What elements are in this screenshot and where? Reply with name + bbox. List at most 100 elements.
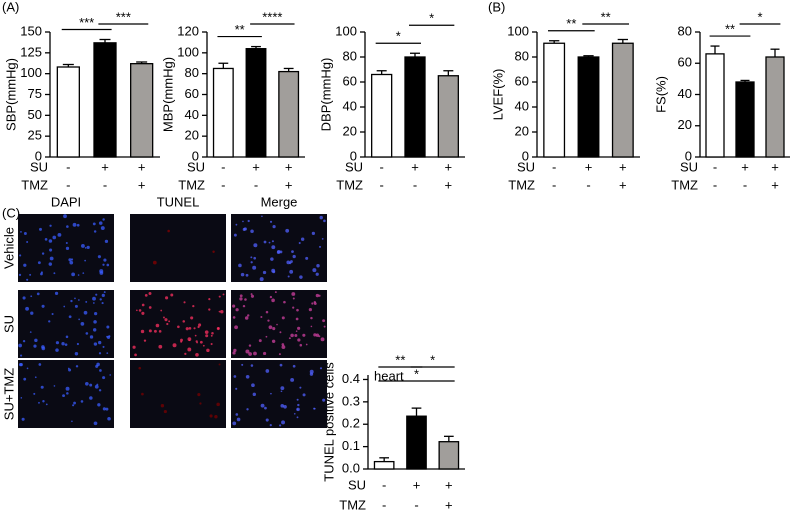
- bar: [705, 53, 725, 158]
- cell-spot: [98, 340, 102, 345]
- x-row-label: -: [103, 177, 107, 192]
- cell-spot: [285, 228, 290, 233]
- image-row-label: Vehicle: [1, 227, 16, 269]
- cell-spot: [323, 219, 326, 223]
- cell-spot: [26, 367, 29, 370]
- cell-spot: [233, 348, 237, 353]
- cell-spot: [252, 265, 257, 270]
- cell-spot: [298, 242, 301, 245]
- y-axis-label: SBP(mmHg): [3, 58, 18, 131]
- cell-spot: [39, 227, 42, 231]
- cell-spot: [68, 315, 72, 319]
- cell-spot: [74, 304, 78, 308]
- x-row-label: +: [252, 159, 260, 174]
- cell-spot: [206, 348, 210, 353]
- cell-spot: [281, 420, 286, 425]
- cell-spot: [26, 241, 29, 244]
- cell-spot: [101, 293, 105, 298]
- x-row-label: -: [743, 177, 747, 192]
- cell-spot: [85, 332, 89, 335]
- cell-spot: [253, 243, 258, 248]
- x-row-label: -: [382, 477, 386, 492]
- bar: [577, 56, 600, 158]
- cell-spot: [258, 339, 262, 343]
- micrograph: [18, 290, 114, 358]
- bar: [735, 81, 755, 158]
- cell-spot: [290, 378, 295, 382]
- y-tick-label: 100: [20, 65, 42, 80]
- cell-spot: [183, 301, 186, 304]
- cell-spot: [311, 231, 316, 235]
- cell-spot: [302, 393, 306, 397]
- cell-spot: [96, 383, 99, 386]
- x-row-label: +: [285, 177, 293, 192]
- cell-spot: [313, 333, 317, 337]
- cell-spot: [322, 319, 326, 323]
- cell-spot: [48, 262, 53, 266]
- cell-spot: [163, 409, 167, 414]
- y-tick-label: 80: [343, 48, 357, 63]
- cell-spot: [55, 341, 60, 345]
- cell-spot: [218, 310, 221, 313]
- cell-spot: [262, 270, 267, 275]
- cell-spot: [84, 259, 86, 262]
- cell-spot: [299, 343, 303, 347]
- x-row-name: TMZ: [508, 177, 535, 192]
- cell-spot: [141, 392, 144, 396]
- y-tick-label: 20: [678, 117, 692, 132]
- cell-spot: [78, 299, 80, 301]
- cell-spot: [23, 377, 27, 381]
- cell-spot: [259, 277, 264, 282]
- cell-spot: [53, 272, 56, 275]
- cell-spot: [148, 329, 152, 333]
- cell-spot: [270, 257, 274, 261]
- y-tick-label: 75: [28, 86, 42, 101]
- cell-spot: [19, 254, 22, 257]
- cell-spot: [164, 318, 168, 322]
- cell-spot: [296, 398, 299, 401]
- cell-spot: [71, 420, 73, 423]
- cell-spot: [291, 292, 296, 296]
- cell-spot: [85, 300, 88, 303]
- x-row-label: -: [713, 177, 717, 192]
- cell-spot: [218, 363, 221, 366]
- cell-spot: [290, 333, 294, 338]
- cell-spot: [210, 334, 213, 337]
- cell-spot: [141, 311, 145, 315]
- cell-spot: [40, 385, 44, 389]
- cell-spot: [196, 341, 198, 344]
- cell-spot: [299, 386, 302, 389]
- cell-spot: [300, 237, 305, 241]
- cell-spot: [198, 323, 202, 327]
- cell-spot: [74, 297, 76, 300]
- cell-spot: [272, 327, 276, 331]
- cell-spot: [293, 412, 296, 415]
- cell-spot: [141, 303, 145, 307]
- cell-spot: [280, 390, 283, 393]
- y-tick-label: 60: [678, 55, 692, 70]
- image-column-label: TUNEL: [157, 194, 200, 209]
- cell-spot: [263, 240, 267, 244]
- cell-spot: [61, 342, 65, 346]
- cell-spot: [235, 223, 238, 226]
- cell-spot: [250, 229, 254, 234]
- cell-spot: [208, 308, 211, 311]
- cell-spot: [292, 297, 295, 300]
- sig-label: *: [429, 11, 434, 26]
- cell-spot: [182, 320, 186, 323]
- cell-spot: [311, 302, 314, 305]
- cell-spot: [195, 352, 199, 357]
- cell-spot: [106, 263, 110, 267]
- x-row-label: +: [445, 497, 453, 512]
- cell-spot: [45, 403, 48, 406]
- cell-spot: [72, 222, 77, 227]
- cell-spot: [318, 294, 321, 297]
- cell-spot: [72, 404, 75, 407]
- x-row-label: -: [414, 497, 418, 512]
- cell-spot: [248, 352, 252, 356]
- cell-spot: [268, 325, 273, 330]
- y-tick-label: 0: [522, 148, 529, 163]
- cell-spot: [94, 312, 98, 316]
- cell-spot: [319, 367, 323, 370]
